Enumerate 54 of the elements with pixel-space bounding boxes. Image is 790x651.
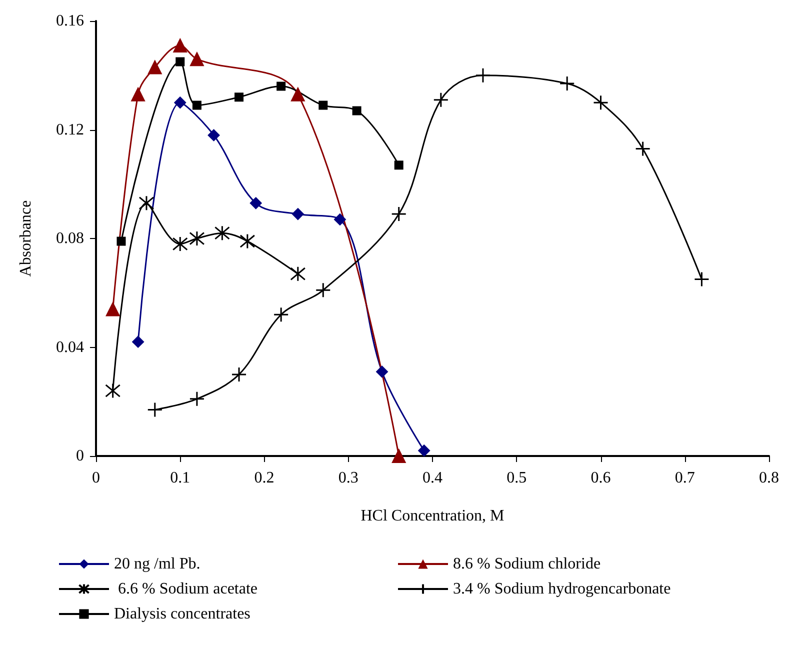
x-tick-label: 0.3 [338, 470, 358, 486]
point [105, 383, 121, 398]
point [176, 57, 185, 66]
point [106, 302, 120, 316]
point [290, 87, 305, 102]
point [116, 236, 126, 246]
point [132, 336, 144, 348]
x-tick-label: 0.4 [422, 470, 442, 486]
point [376, 366, 388, 378]
point [315, 282, 331, 298]
point [240, 233, 256, 249]
point [172, 236, 188, 252]
x-axis-title: HCl Concentration, M [360, 508, 504, 524]
point [334, 213, 346, 226]
point [273, 306, 289, 322]
point [352, 106, 362, 116]
point [394, 160, 404, 170]
point [174, 96, 186, 109]
y-tick-label: 0.12 [56, 121, 84, 138]
x-tick-label: 0.1 [170, 470, 190, 486]
point [131, 87, 146, 102]
point [173, 38, 188, 52]
point [318, 100, 328, 110]
x-tick-label: 0.2 [254, 470, 274, 486]
legend-label: 3.4 % Sodium hydrogencarbonate [453, 580, 671, 598]
y-tick-label: 0.08 [56, 230, 84, 247]
point [290, 266, 306, 282]
x-tick-label: 0.8 [759, 470, 779, 486]
legend-label: 8.6 % Sodium chloride [453, 556, 601, 572]
point [192, 100, 202, 110]
x-tick-label: 0.7 [674, 470, 695, 486]
point [292, 208, 304, 220]
point [138, 195, 154, 211]
legend-label: 20 ng /ml Pb. [114, 556, 200, 572]
x-tick-label: 0.5 [506, 470, 527, 486]
point [433, 92, 449, 108]
y-tick-label: 0.04 [56, 338, 84, 356]
point [208, 129, 220, 142]
point [190, 52, 204, 66]
point [418, 444, 430, 457]
x-tick-label: 0 [92, 470, 100, 486]
y-tick-label: 0.16 [56, 12, 84, 30]
point [148, 60, 162, 74]
point [189, 230, 205, 246]
point [276, 82, 286, 91]
x-tick-label: 0.6 [590, 470, 611, 486]
legend-label: Dialysis concentrates [114, 606, 250, 622]
y-tick-label: 0 [76, 448, 84, 464]
legend-label: 6.6 % Sodium acetate [114, 580, 258, 598]
point [234, 92, 244, 102]
point [250, 197, 262, 210]
point [392, 449, 406, 463]
point [214, 225, 230, 241]
y-axis-title: Absorbance [18, 200, 34, 277]
